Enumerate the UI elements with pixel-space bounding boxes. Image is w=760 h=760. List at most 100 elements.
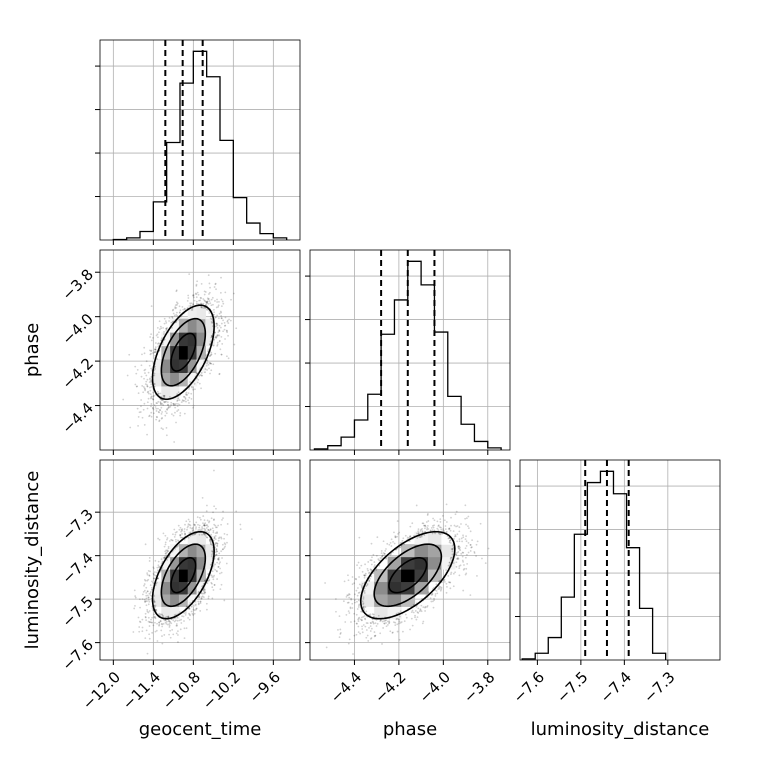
sample-point: [211, 550, 213, 552]
sample-point: [139, 606, 141, 609]
sample-point: [219, 291, 222, 294]
sample-point: [141, 385, 144, 387]
sample-point: [462, 589, 465, 592]
sample-point: [202, 515, 205, 517]
sample-point: [464, 556, 467, 559]
sample-point: [156, 326, 159, 329]
sample-point: [443, 578, 446, 581]
contour-level-3: [151, 530, 215, 620]
sample-point: [137, 616, 140, 619]
sample-point: [447, 537, 450, 540]
sample-point: [142, 408, 145, 411]
sample-point: [159, 620, 162, 622]
sample-point: [150, 411, 153, 414]
sample-point: [175, 301, 178, 304]
sample-point: [158, 621, 161, 624]
sample-point: [222, 548, 224, 551]
sample-point: [421, 530, 424, 532]
sample-point: [429, 529, 432, 532]
sample-point: [207, 348, 210, 351]
sample-point: [220, 305, 223, 308]
sample-point: [204, 579, 206, 582]
sample-point: [462, 534, 464, 537]
sample-point: [147, 397, 150, 400]
sample-point: [195, 607, 198, 610]
sample-point: [156, 571, 158, 574]
sample-point: [216, 298, 218, 301]
sample-point: [184, 533, 186, 535]
sample-point: [223, 321, 226, 324]
sample-point: [187, 536, 190, 539]
sample-point: [376, 622, 379, 625]
density-cell: [170, 332, 180, 347]
sample-point: [165, 329, 168, 332]
sample-point: [198, 299, 200, 302]
sample-point: [164, 543, 167, 546]
sample-point: [152, 412, 155, 415]
sample-point: [216, 322, 218, 325]
sample-point: [191, 294, 194, 297]
sample-point: [206, 359, 209, 361]
sample-point: [203, 299, 206, 302]
sample-point: [403, 620, 406, 623]
hist-panel-geocent_time: [95, 39, 301, 245]
sample-point: [221, 557, 223, 559]
sample-point: [453, 524, 456, 527]
sample-point: [448, 561, 451, 564]
sample-point: [189, 602, 192, 604]
sample-point: [220, 537, 223, 540]
sample-point: [182, 395, 185, 398]
sample-point: [365, 636, 368, 639]
sample-point: [420, 535, 423, 538]
sample-point: [423, 524, 426, 527]
sample-point: [174, 547, 177, 550]
sample-point: [211, 570, 214, 573]
sample-point: [512, 533, 514, 535]
sample-point: [174, 531, 177, 534]
sample-point: [356, 600, 358, 603]
sample-point: [371, 620, 374, 623]
x-tick-label: −7.6: [510, 668, 548, 706]
sample-point: [225, 329, 228, 332]
x-tick-label: −7.5: [553, 668, 591, 706]
sample-point: [153, 613, 156, 616]
sample-point: [218, 312, 221, 315]
sample-point: [355, 633, 358, 636]
sample-point: [335, 610, 337, 613]
sample-point: [203, 524, 206, 527]
sample-point: [172, 533, 174, 536]
sample-point: [170, 401, 173, 404]
sample-point: [363, 576, 366, 579]
sample-point: [206, 536, 209, 539]
sample-point: [402, 537, 405, 540]
sample-point: [441, 514, 444, 517]
sample-point: [458, 574, 461, 577]
sample-point: [172, 414, 175, 417]
sample-point: [464, 547, 467, 550]
sample-point: [166, 551, 168, 554]
x-tick-label: −12.0: [79, 668, 124, 713]
sample-point: [422, 606, 425, 609]
sample-point: [465, 572, 468, 575]
x-axis-label-phase: phase: [383, 719, 437, 740]
sample-point: [205, 301, 208, 304]
sample-point: [410, 611, 413, 614]
sample-point: [171, 326, 173, 329]
sample-point: [408, 540, 411, 542]
sample-point: [457, 546, 460, 549]
sample-point: [148, 621, 151, 623]
density-cell: [170, 569, 180, 583]
sample-point: [164, 541, 167, 544]
sample-point: [358, 576, 360, 578]
sample-point: [188, 273, 191, 276]
sample-point: [365, 629, 368, 631]
sample-point: [186, 526, 189, 529]
sample-point: [194, 524, 196, 527]
sample-point: [462, 551, 465, 554]
sample-point: [481, 557, 483, 560]
sample-point: [148, 560, 151, 562]
sample-point: [388, 621, 391, 624]
sample-point: [208, 579, 211, 581]
sample-point: [170, 538, 173, 541]
sample-point: [409, 536, 412, 538]
